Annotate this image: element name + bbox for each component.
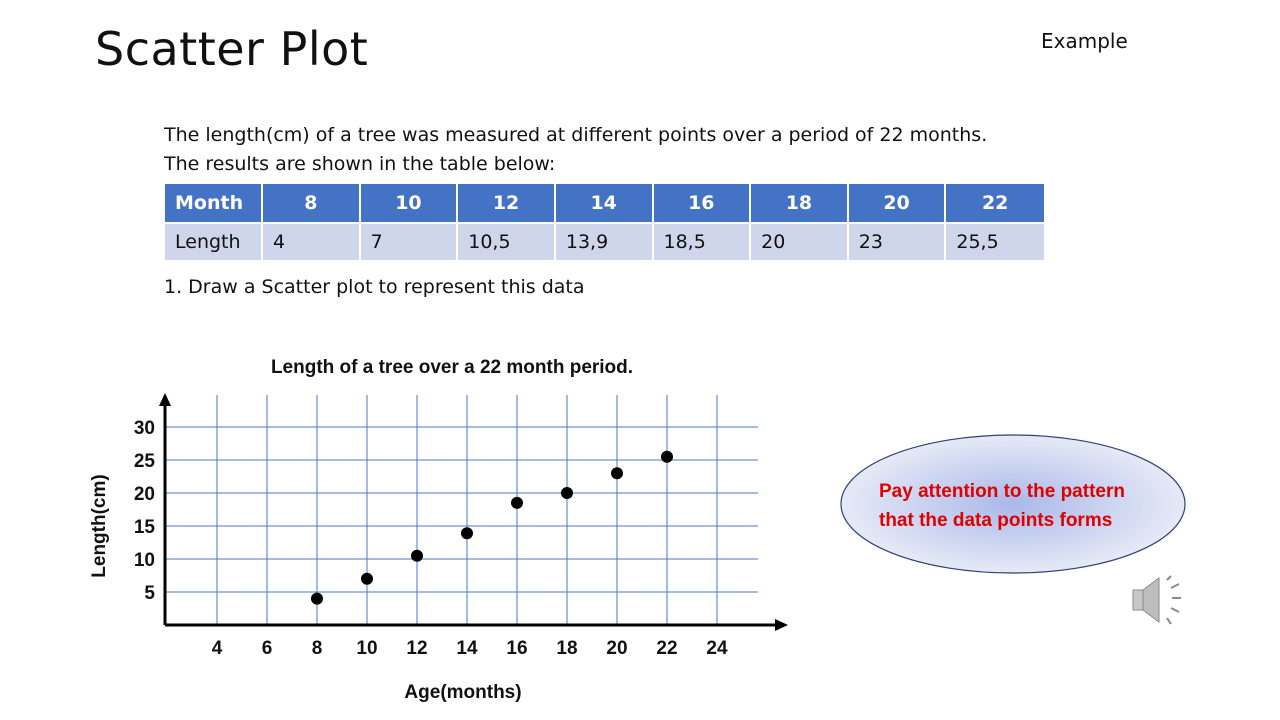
table-header-cell: 20 [848,184,947,222]
x-tick-label: 22 [656,638,677,659]
data-point [661,450,673,463]
note-line-1: Pay attention to the pattern [879,481,1125,502]
table-row-label: Length [165,222,263,260]
note-line-2: that the data points forms [879,510,1112,531]
y-axis-arrow [159,393,171,406]
x-tick-label: 10 [356,638,377,659]
x-tick-label: 4 [212,638,223,659]
y-tick-label: 20 [134,484,155,505]
y-tick-labels: 5 10 15 20 25 30 [134,418,156,604]
x-tick-label: 8 [312,638,323,659]
y-tick-label: 10 [134,550,155,571]
x-axis-label: Age(months) [404,682,521,703]
x-tick-labels: 4 6 8 10 12 14 16 18 20 22 24 [212,638,728,659]
intro-text: The length(cm) of a tree was measured at… [164,121,1064,179]
table-header-label: Month [165,184,263,222]
y-tick-label: 25 [134,451,156,472]
y-tick-label: 5 [144,583,155,604]
x-tick-label: 18 [556,638,577,659]
data-point [411,549,423,562]
table-header-cell: 22 [946,184,1044,222]
x-tick-label: 6 [262,638,273,659]
y-tick-label: 15 [134,517,156,538]
table-cell: 7 [360,222,459,260]
data-point [311,592,323,605]
table-header-row: Month 8 10 12 14 16 18 20 22 [165,184,1044,222]
data-points [311,450,673,605]
table-header-cell: 12 [458,184,556,222]
data-table: Month 8 10 12 14 16 18 20 22 Length 4 7 … [165,184,1044,260]
table-header-cell: 16 [653,184,752,222]
x-tick-label: 14 [456,638,478,659]
intro-line-2: The results are shown in the table below… [164,153,556,175]
x-tick-label: 20 [606,638,627,659]
table-cell: 10,5 [458,222,556,260]
table-cell: 23 [848,222,947,260]
question-text: 1. Draw a Scatter plot to represent this… [164,276,585,298]
chart-title: Length of a tree over a 22 month period. [271,357,633,378]
x-tick-label: 16 [506,638,527,659]
table-header-cell: 10 [360,184,459,222]
table-row: Length 4 7 10,5 13,9 18,5 20 23 25,5 [165,222,1044,260]
table-header-cell: 14 [555,184,654,222]
table-cell: 20 [751,222,849,260]
data-point [461,527,473,540]
y-axis-label: Length(cm) [89,474,110,577]
table-cell: 13,9 [555,222,654,260]
speaker-icon[interactable] [1132,575,1181,625]
slide-title: Scatter Plot [95,22,369,76]
x-tick-label: 24 [706,638,728,659]
intro-line-1: The length(cm) of a tree was measured at… [164,124,988,146]
data-point [561,487,573,499]
data-point [361,572,373,585]
data-point [511,496,523,509]
table-header-cell: 18 [751,184,849,222]
table-cell: 18,5 [653,222,752,260]
x-axis-arrow [775,619,788,631]
chart-grid [165,395,758,625]
table-cell: 25,5 [946,222,1044,260]
x-tick-label: 12 [406,638,427,659]
table-cell: 4 [263,222,361,260]
table-header-cell: 8 [263,184,361,222]
y-tick-label: 30 [134,418,155,439]
example-label: Example [1041,29,1128,53]
note-bubble [840,434,1186,574]
data-point [611,467,623,480]
